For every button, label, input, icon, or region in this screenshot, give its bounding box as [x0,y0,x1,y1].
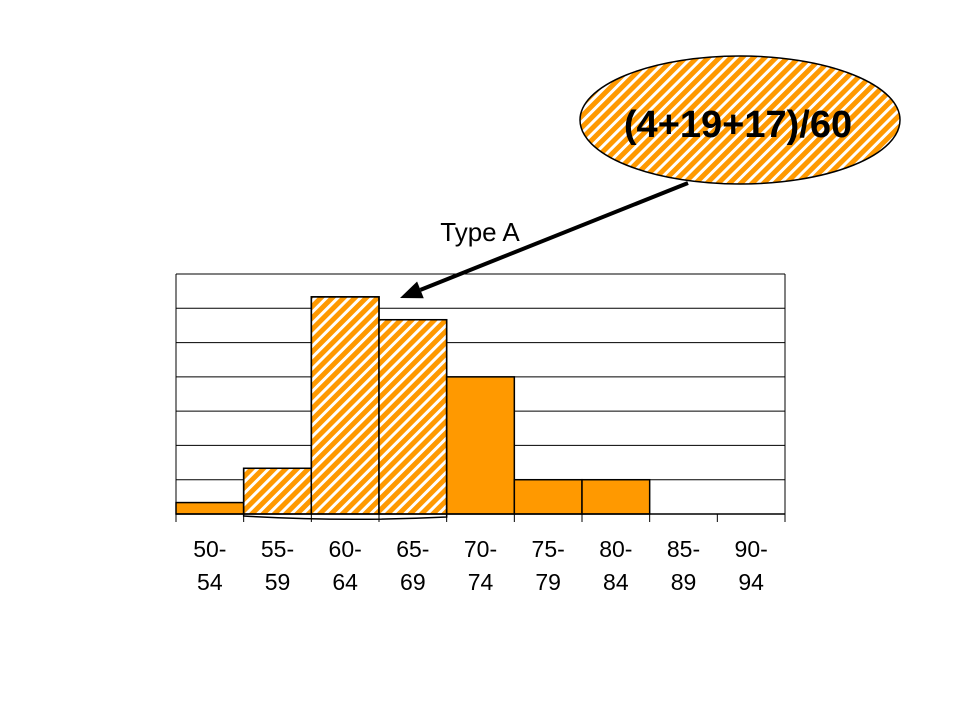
bar-6 [581,478,651,515]
bar-2 [310,296,380,515]
bar-5 [513,478,583,515]
callout-text: (4+19+17)/60 [624,104,852,146]
x-tick-label: 60-64 [329,536,362,595]
x-tick-label: 80-84 [599,536,632,595]
callout-bubble [579,55,901,185]
x-tick-label: 75-79 [532,536,565,595]
bar-1 [242,467,313,515]
x-tick-label: 85-89 [667,536,700,595]
callout-arrowhead [400,281,424,299]
bar-4 [445,376,516,515]
bar-3 [378,318,448,515]
x-tick-label: 55-59 [261,536,294,595]
x-tick-label: 65-69 [396,536,429,595]
x-tick-label: 50-54 [193,536,226,595]
chart-title: Type A [440,217,520,247]
highlight-outline [242,296,448,521]
bar-0 [175,501,245,515]
x-tick-label: 70-74 [464,536,497,595]
x-tick-label: 90-94 [735,536,768,595]
callout-arrow [419,181,689,292]
plot-area: 50-54 55-59 60-64 65-69 70-74 75-79 80-84 85-89… [175,273,786,595]
